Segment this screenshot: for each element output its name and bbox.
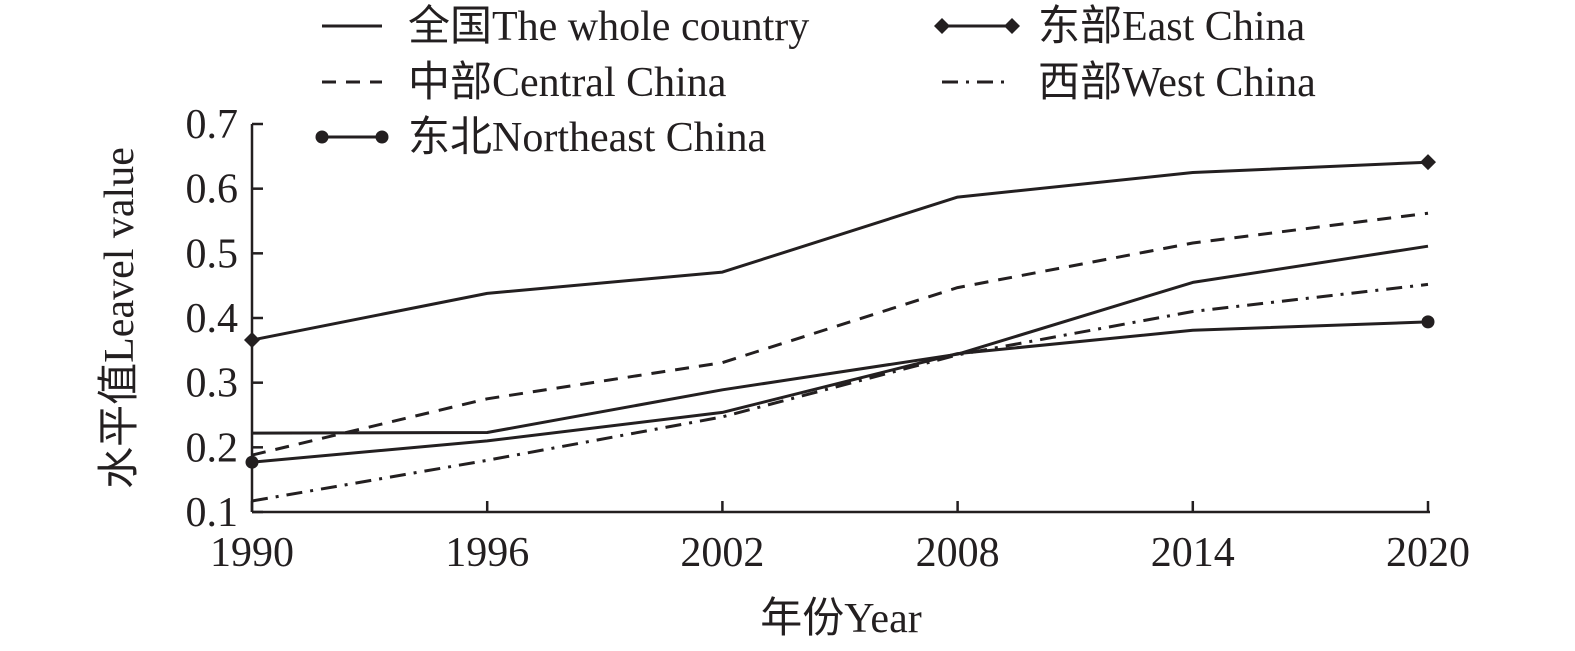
y-tick-label: 0.7 [186,102,239,148]
legend-label-4: 西部West China [1038,60,1316,106]
x-tick-label: 2014 [1151,530,1235,576]
series-line-3 [251,211,1429,457]
x-tick-label: 2002 [680,530,764,576]
x-ticks: 1990 1996 2002 2008 2014 2020 [210,501,1470,576]
series-2-marker [244,331,260,348]
legend-marker-2 [1004,18,1020,34]
x-tick-label: 2020 [1386,530,1470,576]
legend-label-3: 中部Central China [408,60,727,106]
y-tick-label: 0.6 [186,167,239,213]
series-line-4 [251,282,1429,503]
series-2-marker [1420,154,1436,171]
x-tick-label: 1996 [445,530,529,576]
x-tick-label: 1990 [210,530,294,576]
legend: 全国The whole country 东部East China 中部Central… [315,3,1316,161]
x-tick-label: 2008 [916,530,1000,576]
legend-label-2: 东部East China [1038,3,1305,50]
y-ticks: 0.1 0.2 0.3 0.4 0.5 0.6 0.7 [186,102,263,536]
y-axis-title: 水平值Leavel value [97,147,143,489]
x-axis-title: 年份Year [760,595,921,642]
y-tick-label: 0.1 [186,490,239,536]
legend-label-5: 东北Northeast China [408,114,766,161]
series-layer [244,154,1436,503]
y-tick-label: 0.5 [186,231,239,277]
y-tick-label: 0.3 [186,361,239,407]
legend-marker-5 [375,130,389,144]
legend-marker-2 [934,18,950,34]
y-tick-label: 0.2 [186,425,239,471]
legend-marker-5 [315,130,329,144]
series-5-marker [1421,315,1435,329]
series-line-2 [251,160,1429,342]
y-tick-label: 0.4 [186,296,239,342]
series-line-5 [251,320,1429,464]
legend-label-1: 全国The whole country [408,3,809,50]
series-line-1 [251,244,1429,435]
series-5-marker [245,455,259,469]
